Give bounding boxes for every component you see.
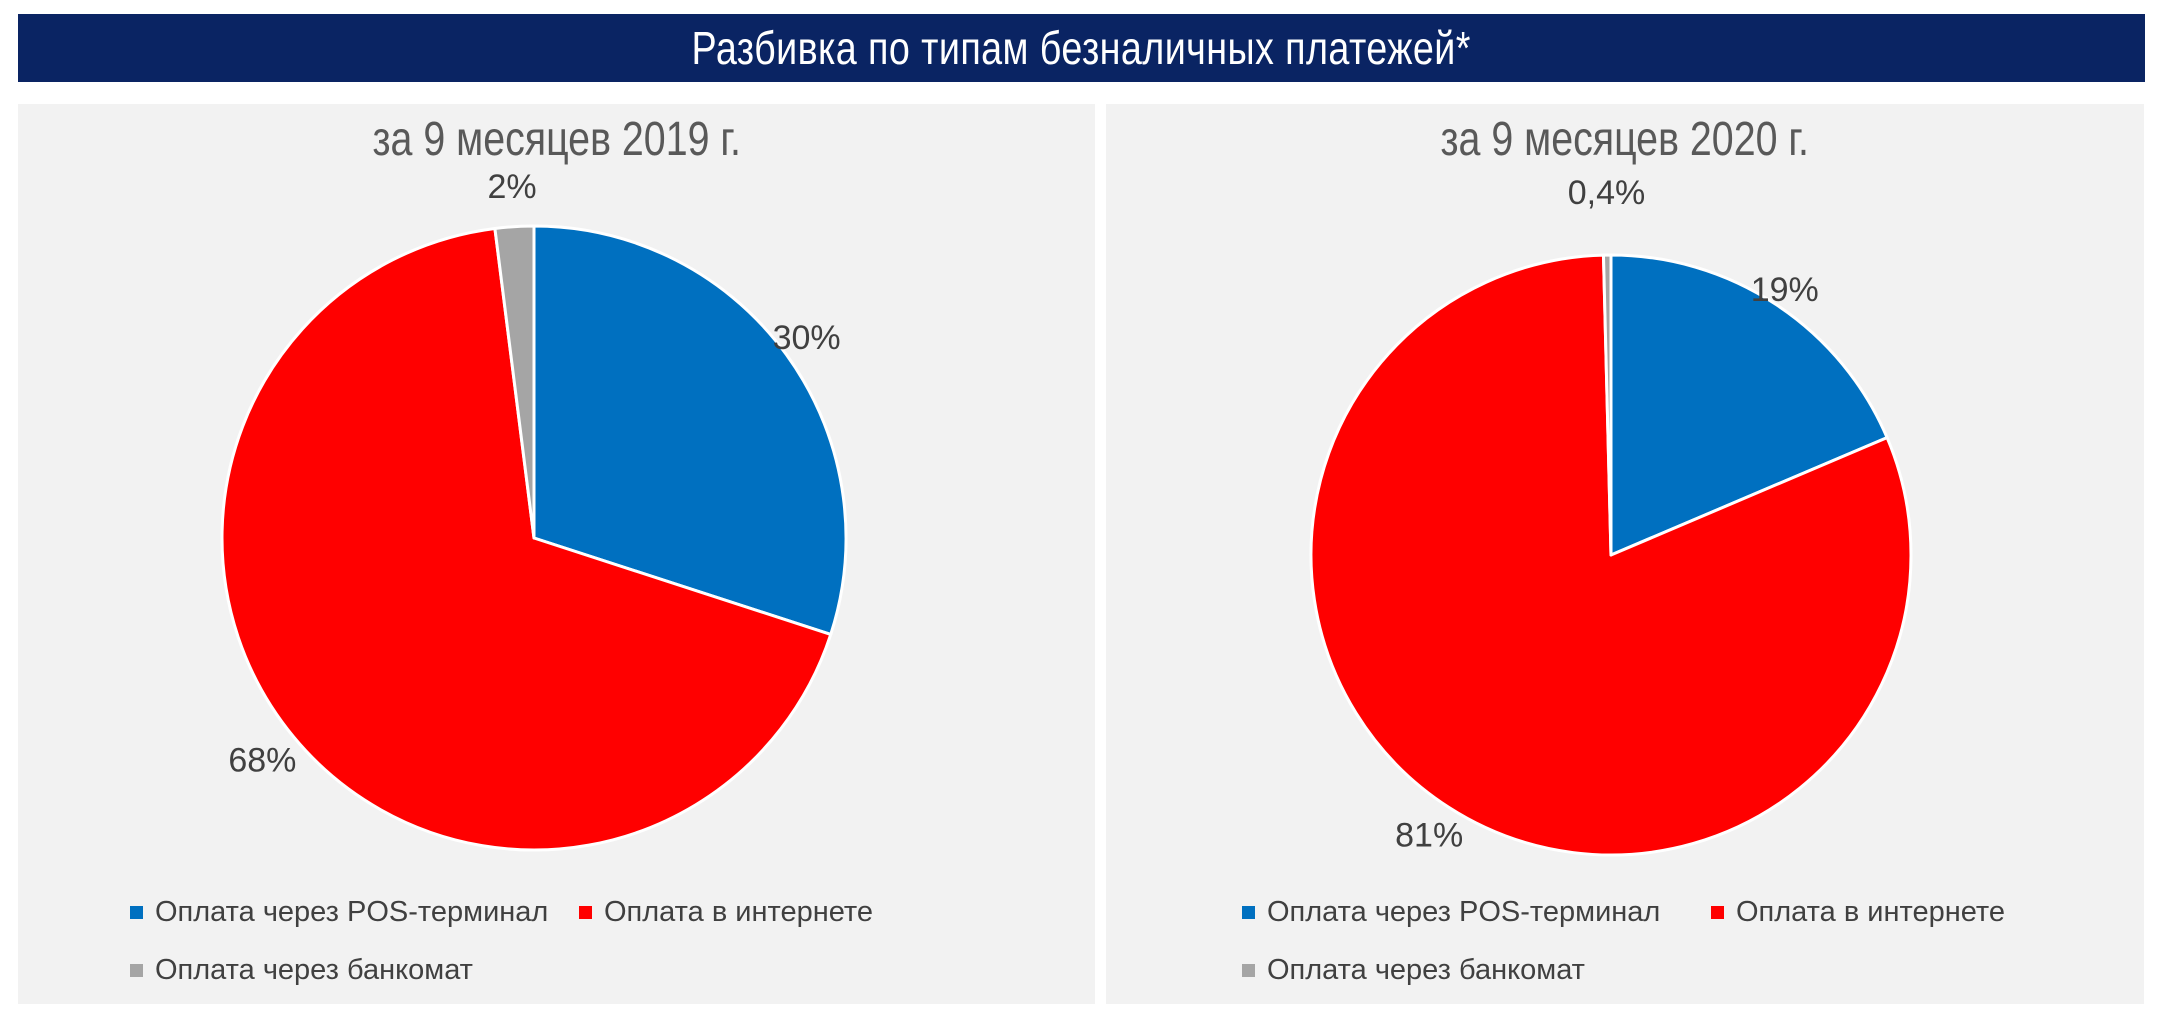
legend-item-pos: Оплата через POS-терминал — [130, 896, 548, 929]
data-label-atm: 2% — [487, 168, 536, 206]
header-banner: Разбивка по типам безналичных платежей* — [18, 14, 2145, 82]
legend-item-atm: Оплата через банкомат — [1242, 954, 1585, 987]
legend-label-internet: Оплата в интернете — [604, 896, 873, 928]
pie-slice-internet — [220, 226, 833, 852]
data-label-internet: 68% — [228, 742, 296, 780]
pie-slice-pos — [532, 224, 848, 636]
pie-chart-2019: 30% 68% 2% — [220, 168, 848, 852]
legend-item-atm: Оплата через банкомат — [130, 954, 473, 987]
pie-slice-atm — [493, 224, 536, 540]
chart-title-2020: за 9 месяцев 2020 г. — [1106, 112, 2144, 167]
legend-label-pos: Оплата через POS-терминал — [1267, 896, 1661, 928]
legend-swatch-internet — [1711, 906, 1724, 919]
data-label-pos: 19% — [1751, 271, 1819, 309]
chart-panel-2020: за 9 месяцев 2020 г. 19% 81% 0,4% Оплата ч… — [1106, 104, 2144, 1004]
legend-swatch-pos — [1242, 906, 1255, 919]
legend-label-pos: Оплата через POS-терминал — [155, 896, 549, 928]
chart-panel-2019: за 9 месяцев 2019 г. 30% 68% 2% Оплата чер… — [18, 104, 1095, 1004]
legend-label-atm: Оплата через банкомат — [155, 954, 473, 986]
legend-swatch-atm — [1242, 964, 1255, 977]
chart-title-text-2020: за 9 месяцев 2020 г. — [1440, 113, 1810, 166]
chart-title-text-2019: за 9 месяцев 2019 г. — [372, 113, 741, 166]
legend-label-internet: Оплата в интернете — [1736, 896, 2005, 928]
header-title: Разбивка по типам безналичных платежей* — [691, 22, 1472, 74]
legend-swatch-internet — [579, 906, 592, 919]
legend-swatch-pos — [130, 906, 143, 919]
data-label-pos: 30% — [773, 319, 841, 357]
legend-label-atm: Оплата через банкомат — [1267, 954, 1585, 986]
legend-item-internet: Оплата в интернете — [579, 896, 873, 929]
pie-chart-2020: 19% 81% 0,4% — [1309, 174, 1913, 857]
legend-swatch-atm — [130, 964, 143, 977]
chart-title-2019: за 9 месяцев 2019 г. — [18, 112, 1095, 167]
data-label-internet: 81% — [1395, 817, 1463, 855]
legend-item-internet: Оплата в интернете — [1711, 896, 2005, 929]
pie-slice-pos — [1609, 253, 1889, 557]
data-label-atm: 0,4% — [1568, 174, 1646, 212]
pie-slice-atm — [1601, 253, 1613, 557]
legend-item-pos: Оплата через POS-терминал — [1242, 896, 1660, 929]
